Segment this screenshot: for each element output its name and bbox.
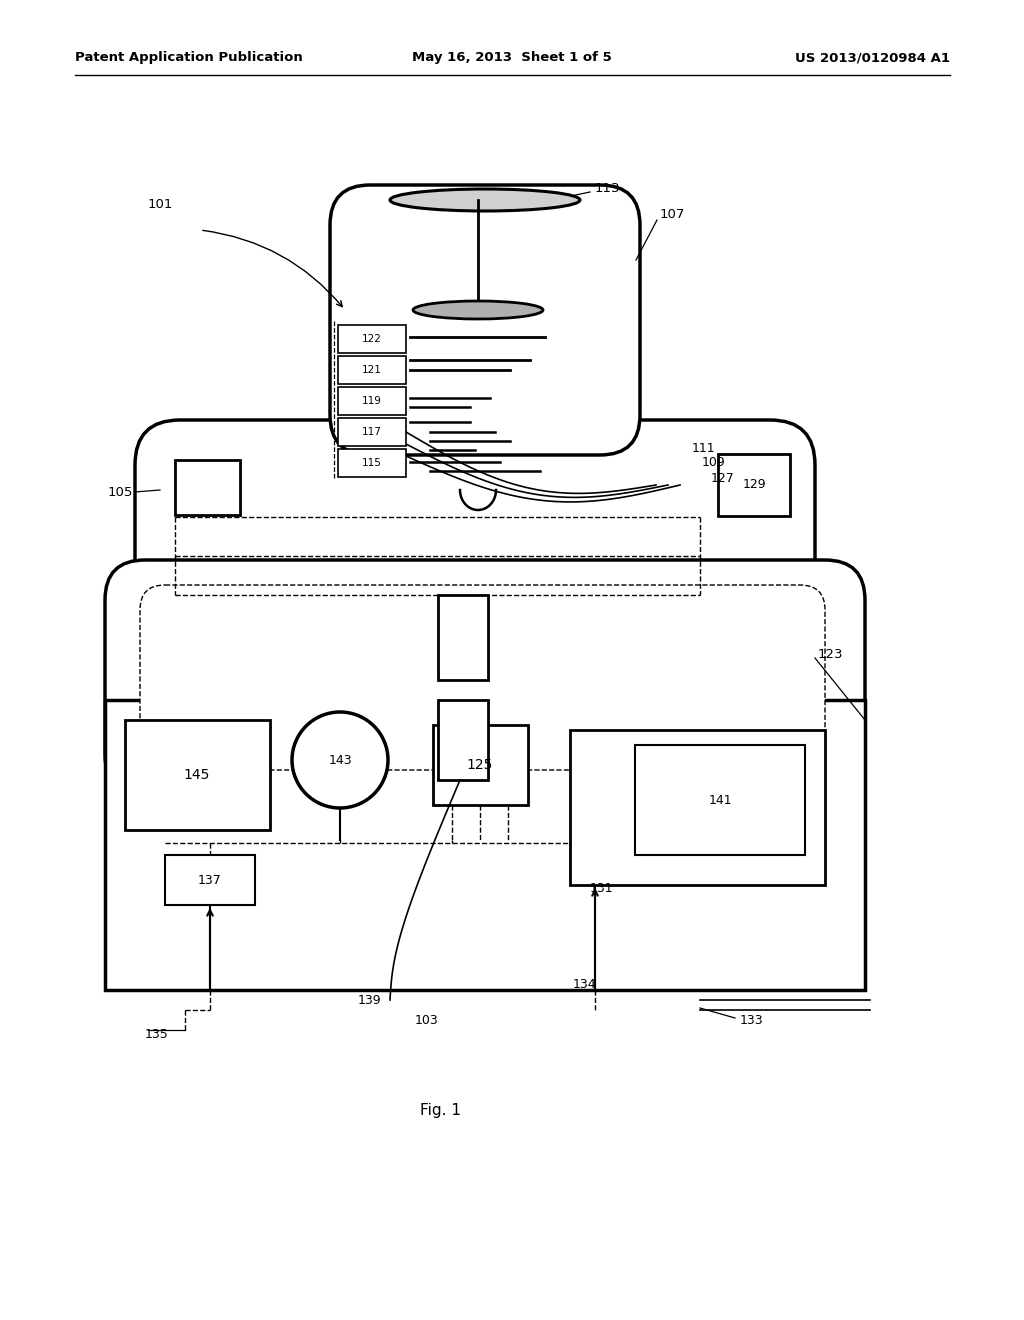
Bar bbox=[165, 855, 255, 906]
Text: 117: 117 bbox=[362, 426, 382, 437]
FancyBboxPatch shape bbox=[140, 585, 825, 770]
Text: May 16, 2013  Sheet 1 of 5: May 16, 2013 Sheet 1 of 5 bbox=[412, 51, 612, 65]
Bar bbox=[438, 595, 488, 680]
Bar bbox=[718, 454, 790, 516]
Text: 137: 137 bbox=[198, 874, 222, 887]
Bar bbox=[433, 725, 528, 805]
Bar bbox=[105, 700, 865, 990]
Ellipse shape bbox=[390, 189, 580, 211]
Text: US 2013/0120984 A1: US 2013/0120984 A1 bbox=[795, 51, 950, 65]
Text: 127: 127 bbox=[711, 471, 735, 484]
Text: 143: 143 bbox=[328, 754, 352, 767]
Text: Patent Application Publication: Patent Application Publication bbox=[75, 51, 303, 65]
Text: 125: 125 bbox=[467, 758, 494, 772]
Text: 105: 105 bbox=[108, 486, 133, 499]
Bar bbox=[338, 387, 406, 414]
Circle shape bbox=[292, 711, 388, 808]
Bar bbox=[338, 418, 406, 446]
FancyBboxPatch shape bbox=[105, 560, 865, 795]
Text: 145: 145 bbox=[184, 768, 210, 781]
Text: 133: 133 bbox=[740, 1014, 764, 1027]
Bar bbox=[438, 700, 488, 780]
Text: 103: 103 bbox=[415, 1014, 438, 1027]
Bar bbox=[338, 449, 406, 477]
FancyBboxPatch shape bbox=[330, 185, 640, 455]
Bar bbox=[338, 356, 406, 384]
Text: 101: 101 bbox=[148, 198, 173, 211]
Text: 141: 141 bbox=[709, 793, 732, 807]
Ellipse shape bbox=[413, 301, 543, 319]
Text: 139: 139 bbox=[358, 994, 382, 1006]
Text: 134: 134 bbox=[573, 978, 597, 991]
Text: 135: 135 bbox=[145, 1028, 169, 1041]
Text: 131: 131 bbox=[590, 882, 613, 895]
Bar bbox=[175, 459, 240, 515]
Bar bbox=[338, 325, 406, 352]
Text: 107: 107 bbox=[660, 209, 685, 222]
Text: 111: 111 bbox=[692, 441, 716, 454]
Text: Fig. 1: Fig. 1 bbox=[420, 1102, 461, 1118]
Text: 122: 122 bbox=[362, 334, 382, 345]
Text: 115: 115 bbox=[362, 458, 382, 469]
Text: 119: 119 bbox=[362, 396, 382, 407]
Text: 109: 109 bbox=[702, 457, 726, 470]
Text: 129: 129 bbox=[742, 479, 766, 491]
Text: 123: 123 bbox=[818, 648, 844, 661]
Bar bbox=[570, 730, 825, 884]
Bar bbox=[635, 744, 805, 855]
Text: 121: 121 bbox=[362, 366, 382, 375]
Bar bbox=[125, 719, 270, 830]
Text: 113: 113 bbox=[595, 181, 621, 194]
FancyBboxPatch shape bbox=[135, 420, 815, 671]
